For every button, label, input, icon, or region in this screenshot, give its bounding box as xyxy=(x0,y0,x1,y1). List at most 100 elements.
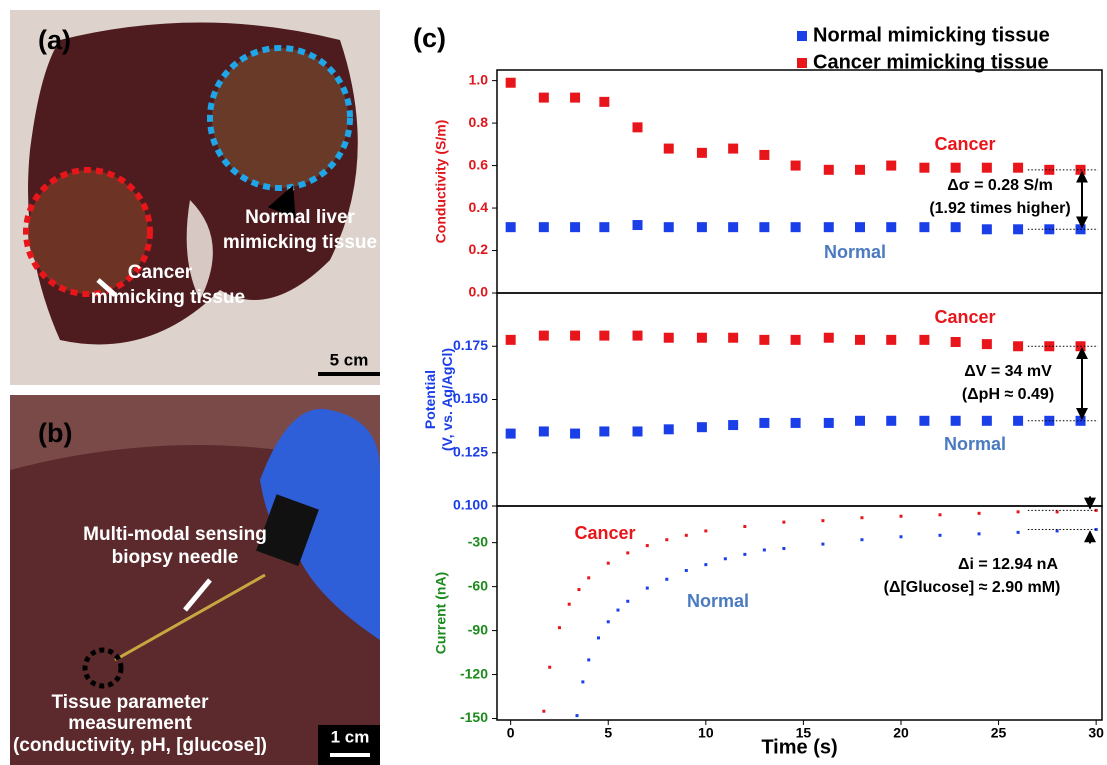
data-dot xyxy=(581,680,585,684)
data-dot xyxy=(1016,530,1020,534)
data-point xyxy=(919,415,930,426)
scale-box xyxy=(318,725,380,765)
data-point xyxy=(599,426,610,437)
data-dot xyxy=(587,576,591,580)
data-dot xyxy=(665,538,669,542)
photo-text: biopsy needle xyxy=(112,547,239,568)
data-point xyxy=(919,162,930,173)
photo-b: (b) Multi-modal sensing biopsy needle Ti… xyxy=(10,395,380,765)
data-point xyxy=(886,160,897,171)
annotation: (1.92 times higher) xyxy=(929,200,1070,217)
data-point xyxy=(790,222,801,233)
data-point xyxy=(855,415,865,426)
y-tick-label: 0.4 xyxy=(469,199,489,215)
annotation: (Δ[Glucose] ≈ 2.90 mM) xyxy=(884,579,1061,596)
data-point xyxy=(728,420,739,431)
arrow xyxy=(183,578,212,612)
annotation: Δσ = 0.28 S/m xyxy=(947,177,1053,194)
data-point xyxy=(981,339,992,350)
data-point xyxy=(886,415,897,426)
scale-label: 5 cm xyxy=(330,350,369,369)
data-point xyxy=(759,334,770,345)
data-point xyxy=(1013,341,1024,352)
data-dot xyxy=(626,551,630,555)
data-point xyxy=(981,415,992,426)
data-dot xyxy=(782,520,786,524)
dashed-circle xyxy=(82,647,124,689)
y-axis-label: Potential xyxy=(422,370,438,429)
data-point xyxy=(570,330,581,341)
data-dot xyxy=(1016,510,1020,514)
data-point xyxy=(632,220,643,231)
data-point xyxy=(790,417,801,428)
data-point xyxy=(505,222,516,233)
data-point xyxy=(632,330,643,341)
x-tick-label: 10 xyxy=(698,725,714,741)
data-point xyxy=(1013,415,1024,426)
scale-label: 1 cm xyxy=(331,727,370,746)
data-dot xyxy=(567,602,571,606)
photo-a: (a) Normal liver mimicking tissue Cancer… xyxy=(10,10,380,385)
data-dot xyxy=(684,533,688,537)
photo-text: mimicking tissue xyxy=(223,232,377,253)
annotation: Cancer xyxy=(934,134,995,154)
y-tick-label: 1.0 xyxy=(469,71,489,87)
y-axis-label: Conductivity (S/m) xyxy=(433,120,449,244)
tissue-shape xyxy=(186,200,213,300)
data-point xyxy=(950,162,961,173)
data-dot xyxy=(821,519,825,523)
data-dot xyxy=(665,577,669,581)
data-dot xyxy=(1094,527,1098,531)
data-point xyxy=(886,222,897,233)
data-point xyxy=(505,334,516,345)
glove xyxy=(260,408,380,640)
y-tick-label: 0.8 xyxy=(469,114,489,130)
photo-text: mimicking tissue xyxy=(91,287,245,308)
photo-text: Tissue parameter xyxy=(51,692,209,713)
legend-label: Cancer mimicking tissue xyxy=(813,51,1049,73)
x-tick-label: 30 xyxy=(1088,725,1104,741)
data-dot xyxy=(645,586,649,590)
y-tick-label: 0.6 xyxy=(469,156,489,172)
data-dot xyxy=(645,544,649,548)
annotation: Cancer xyxy=(574,523,635,543)
data-point xyxy=(759,417,770,428)
data-point xyxy=(759,222,770,233)
y-tick-label: -120 xyxy=(460,665,488,681)
data-point xyxy=(855,164,865,175)
x-tick-label: 0 xyxy=(507,725,515,741)
legend-label: Normal mimicking tissue xyxy=(813,24,1050,46)
annotation: Normal xyxy=(687,591,749,611)
needle xyxy=(114,573,266,662)
data-dot xyxy=(596,636,600,640)
data-dot xyxy=(743,552,747,556)
annotation: Δi = 12.94 nA xyxy=(958,556,1058,573)
data-point xyxy=(919,334,930,345)
annotation: ΔV = 34 mV xyxy=(964,363,1052,380)
liver-shape xyxy=(28,170,148,294)
data-point xyxy=(981,162,992,173)
data-point xyxy=(950,222,961,233)
y-tick-label: 0.0 xyxy=(469,284,489,300)
y-tick-label: 0.125 xyxy=(453,443,488,459)
data-dot xyxy=(606,620,610,624)
data-point xyxy=(950,415,961,426)
photo-text: Multi-modal sensing xyxy=(83,524,267,545)
arrow xyxy=(96,278,117,297)
data-point xyxy=(823,417,834,428)
data-point xyxy=(790,160,801,171)
legend-swatch xyxy=(797,31,807,41)
data-point xyxy=(728,222,739,233)
data-dot xyxy=(977,532,981,536)
y-tick-label: 0.175 xyxy=(453,337,488,353)
data-dot xyxy=(542,709,546,713)
data-dot xyxy=(938,533,942,537)
data-dot xyxy=(587,658,591,662)
data-point xyxy=(599,330,610,341)
device xyxy=(256,494,319,567)
data-point xyxy=(696,147,707,158)
x-tick-label: 25 xyxy=(991,725,1007,741)
data-point xyxy=(950,336,961,347)
data-dot xyxy=(743,525,747,529)
data-point xyxy=(1013,162,1024,173)
